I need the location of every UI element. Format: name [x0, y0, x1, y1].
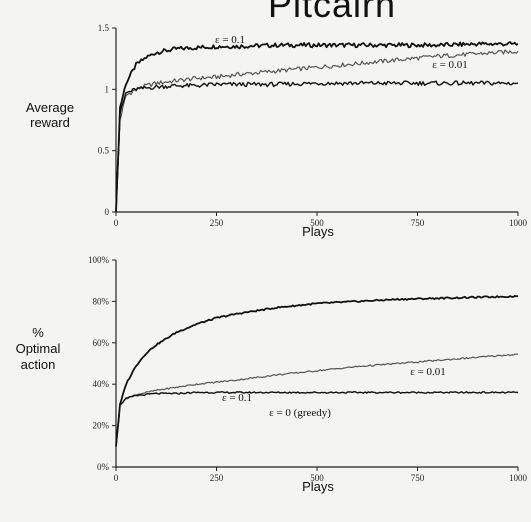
chart-optimal-action: 0 250 500 750 1000 0% 20% 40% 60% 80% 100%%Optimal… [16, 255, 528, 494]
x-tick-label: 0 [114, 218, 119, 228]
x-tick-label: 1000 [509, 473, 528, 483]
series-label: ε = 0.1 [215, 34, 245, 46]
x-tick-label: 750 [411, 473, 425, 483]
y-axis-title: Average [26, 100, 74, 115]
series-line [115, 41, 519, 213]
series-label: ε = 0.01 [432, 59, 468, 71]
series-line [115, 391, 519, 447]
y-axis-title: % [32, 325, 44, 340]
y-axis-title: Optimal [16, 341, 61, 356]
header-text: Pitcairn [268, 0, 397, 25]
y-tick-label: 80% [93, 296, 110, 306]
x-tick-label: 750 [411, 218, 425, 228]
series-line [115, 353, 519, 447]
y-tick-label: 20% [93, 421, 110, 431]
y-tick-label: 40% [93, 379, 110, 389]
x-tick-label: 500 [310, 218, 324, 228]
x-axis-title: Plays [302, 479, 334, 494]
series-line [115, 49, 519, 213]
y-tick-label: 60% [93, 338, 110, 348]
x-tick-label: 0 [114, 473, 119, 483]
y-tick-label: 1.5 [98, 23, 110, 33]
series-line [115, 80, 519, 213]
y-tick-label: 0.5 [98, 146, 110, 156]
y-tick-label: 0% [97, 462, 110, 472]
y-tick-label: 100% [88, 255, 110, 265]
series-label: ε = 0.01 [410, 366, 446, 378]
x-tick-label: 250 [210, 218, 224, 228]
x-axis-title: Plays [302, 224, 334, 239]
x-tick-label: 1000 [509, 218, 528, 228]
y-tick-label: 0 [105, 207, 110, 217]
y-axis-title: reward [30, 115, 70, 130]
x-tick-label: 250 [210, 473, 224, 483]
series-label: ε = 0 (greedy) [269, 407, 331, 419]
series-label: ε = 0.1 [222, 392, 252, 404]
y-axis-title: action [21, 357, 56, 372]
series-line [115, 294, 518, 447]
y-tick-label: 1 [105, 84, 110, 94]
x-tick-label: 500 [310, 473, 324, 483]
